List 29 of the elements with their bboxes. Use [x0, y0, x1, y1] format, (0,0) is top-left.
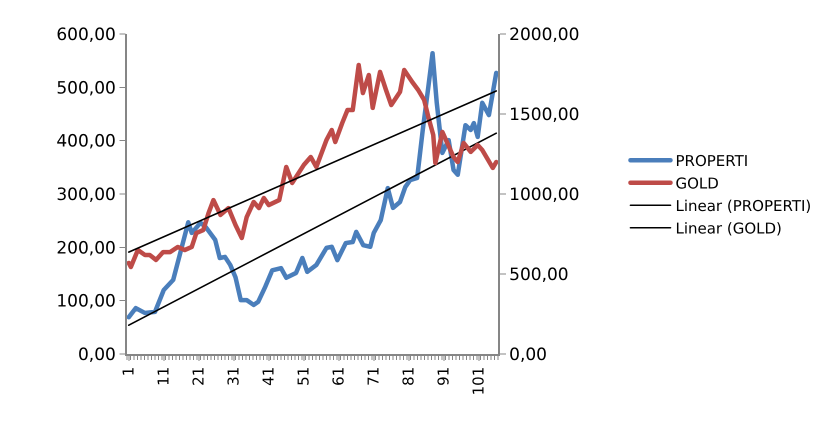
legend-label: GOLD — [675, 174, 719, 193]
legend-label: Linear (PROPERTI) — [675, 197, 812, 216]
x-tick-label: 31 — [224, 366, 243, 386]
y-tick-label: 400,00 — [56, 132, 116, 152]
y2-tick-label: 1500,00 — [509, 104, 580, 125]
y2-tick-label: 2000,00 — [509, 24, 580, 45]
y-tick-label: 200,00 — [56, 238, 116, 258]
x-tick-label: 11 — [154, 366, 173, 386]
y2-tick-label: 0,00 — [509, 344, 548, 365]
y-tick-label: 500,00 — [56, 78, 116, 98]
x-tick-label: 81 — [400, 366, 418, 386]
line-series — [127, 62, 498, 270]
x-tick-label: 101 — [470, 366, 488, 396]
x-tick-label: 51 — [294, 366, 313, 386]
x-tick-label: 1 — [120, 366, 138, 376]
y2-tick-label: 500,00 — [509, 264, 569, 285]
x-tick-label: 71 — [364, 366, 383, 386]
x-tick-label: 91 — [434, 366, 453, 386]
y-tick-label: 0,00 — [78, 344, 116, 365]
x-tick-label: 41 — [260, 366, 278, 386]
legend-label: Linear (GOLD) — [675, 220, 782, 238]
x-tick-label: 61 — [330, 366, 348, 386]
line-series — [127, 50, 498, 320]
y-tick-label: 100,00 — [56, 292, 116, 312]
y-tick-label: 600,00 — [56, 24, 116, 45]
y-tick-label: 300,00 — [56, 184, 116, 205]
y2-tick-label: 1000,00 — [509, 184, 580, 205]
legend-label: PROPERTI — [675, 152, 748, 170]
x-tick-label: 21 — [190, 366, 208, 386]
